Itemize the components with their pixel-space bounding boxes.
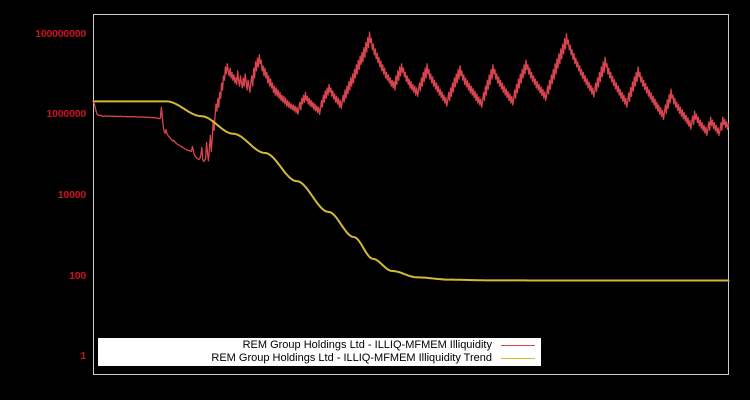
y-axis-tick-label: 100000000 [35, 27, 86, 40]
y-axis-tick-label: 1 [80, 350, 86, 363]
legend-label-illiquidity: REM Group Holdings Ltd - ILLIQ-MFMEM Ill… [242, 339, 492, 351]
series-line-trend [92, 100, 730, 282]
series-layer [92, 31, 730, 282]
legend-swatch-trend [501, 358, 535, 359]
y-axis-tick-label: 1000000 [46, 108, 87, 121]
y-axis-tick-label: 10000 [57, 188, 86, 201]
plot-border [93, 14, 729, 375]
legend-label-trend: REM Group Holdings Ltd - ILLIQ-MFMEM Ill… [211, 352, 492, 364]
y-axis-tick-label: 100 [69, 269, 86, 282]
legend-entry-illiquidity[interactable]: REM Group Holdings Ltd - ILLIQ-MFMEM Ill… [98, 339, 541, 352]
legend-swatch-illiquidity [501, 345, 535, 346]
legend-entry-trend[interactable]: REM Group Holdings Ltd - ILLIQ-MFMEM Ill… [98, 352, 541, 365]
series-line-illiquidity [92, 31, 730, 163]
chart-legend[interactable]: REM Group Holdings Ltd - ILLIQ-MFMEM Ill… [98, 338, 541, 366]
